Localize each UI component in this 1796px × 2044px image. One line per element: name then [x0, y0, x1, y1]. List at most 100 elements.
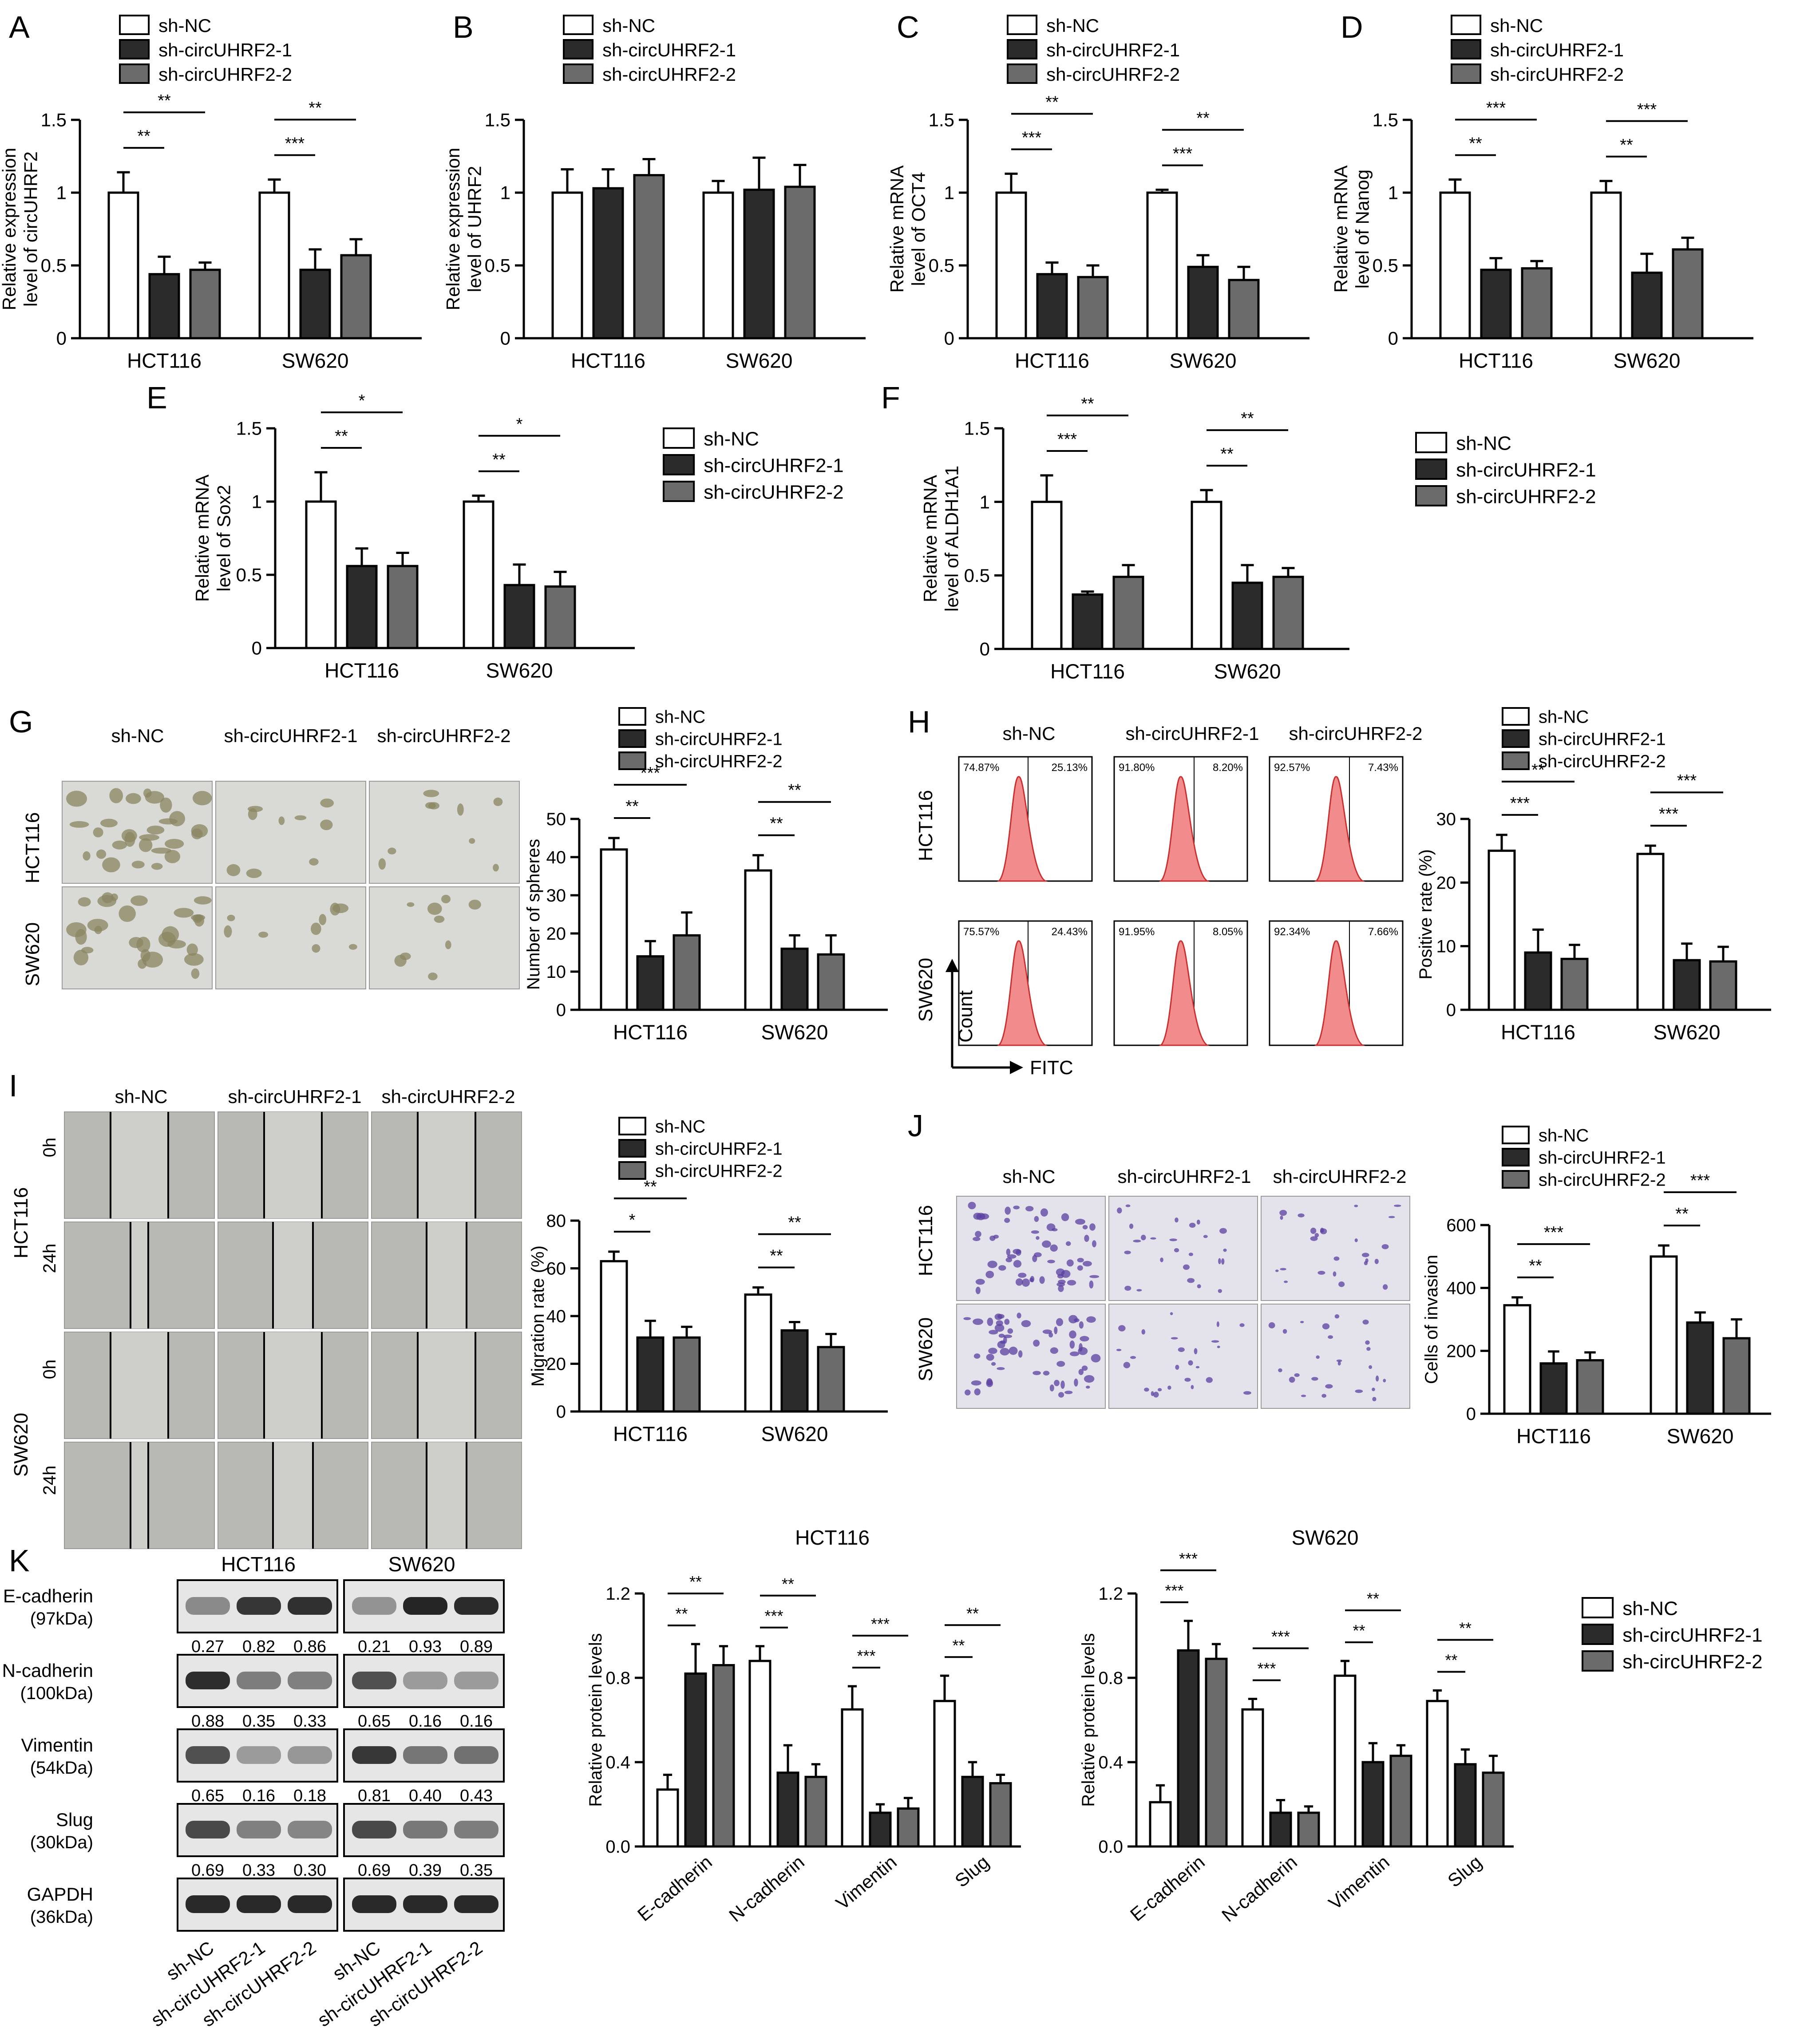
wb-band [186, 1821, 230, 1838]
cell-blob [1151, 1391, 1154, 1396]
sig-label: * [629, 1211, 636, 1230]
cell-blob [1004, 1218, 1010, 1223]
cell-blob [1369, 1365, 1373, 1369]
wb-band [186, 1672, 230, 1689]
western-blot: E-cadherin (97kDa) 0.27 0.82 0.86 0.21 0.93 0.8… [2, 1579, 505, 1932]
x-tick-label: Vimentin [1325, 1851, 1393, 1914]
cell-blob [987, 1317, 993, 1326]
cell-blob [441, 894, 451, 904]
cell-blob [1092, 1240, 1096, 1248]
y-tick-label: 0 [556, 1000, 566, 1020]
bar-sh-NC-SW620 [1636, 853, 1665, 1011]
quadrant-right: 24.43% [1052, 926, 1088, 938]
cell-blob [1278, 1368, 1282, 1372]
wb-band-value: 0.89 [460, 1637, 493, 1656]
wb-band [454, 1895, 498, 1913]
bar-sh-circUHRF2-1-HCT116 [1539, 1362, 1568, 1415]
wb-band-value: 0.82 [242, 1637, 275, 1656]
cell-blob [258, 931, 269, 938]
cell-blob [110, 894, 118, 901]
cell-blob [1129, 1223, 1134, 1229]
wb-protein-name: Vimentin [21, 1735, 93, 1755]
cell-blob [1310, 1227, 1317, 1234]
y-tick-label: 1.5 [964, 418, 990, 439]
wb-band-value: 0.35 [242, 1712, 275, 1731]
cell-blob [1184, 1378, 1191, 1382]
bar-sh-NC-SW620 [1191, 501, 1222, 650]
y-axis-title: Positive rate (%) [1416, 849, 1436, 979]
legend-label-3: sh-circUHRF2-2 [1490, 64, 1624, 85]
image-cell [369, 886, 520, 989]
j-row-label: SW620 [915, 1317, 937, 1381]
y-tick-label: 80 [546, 1211, 566, 1231]
cell-blob [69, 821, 89, 828]
cell-blob [963, 1317, 971, 1320]
cell-blob [1015, 1278, 1023, 1286]
cell-blob [1086, 1316, 1096, 1323]
h-row-label: SW620 [915, 958, 937, 1022]
panel-letter-E: E [146, 380, 167, 415]
wb-band [237, 1672, 281, 1689]
cell-blob [1203, 1235, 1208, 1238]
bar-sh-NC-SW620 [744, 869, 772, 1011]
cell-blob [1171, 1337, 1178, 1340]
quadrant-left: 92.57% [1274, 762, 1310, 774]
y-axis-title: level of Nanog [1352, 170, 1373, 289]
cell-blob [1194, 1348, 1198, 1355]
cell-blob [1268, 1322, 1275, 1328]
legend-swatch-2 [1502, 1148, 1530, 1166]
cell-blob [973, 1353, 981, 1359]
wb-band [352, 1597, 396, 1615]
y-axis-title: Relative protein levels [1079, 1633, 1098, 1807]
cell-blob [309, 858, 319, 866]
sig-label: *** [1173, 144, 1193, 163]
panel-letter-F: F [881, 380, 900, 415]
y-tick-label: 0 [252, 638, 262, 659]
bar-sh-circUHRF2-2-SW620 [1228, 279, 1260, 340]
cell-blob [1068, 1315, 1078, 1324]
y-tick-label: 0 [1466, 1404, 1476, 1424]
x-tick-label: SW620 [1667, 1425, 1734, 1448]
y-tick-label: 1.2 [1098, 1584, 1123, 1604]
y-tick-label: 0.5 [485, 255, 510, 276]
wb-band [237, 1597, 281, 1615]
cell-blob [1061, 1270, 1071, 1278]
sig-label: ** [952, 1636, 965, 1654]
sig-label: ** [675, 1605, 688, 1623]
cell-blob [493, 864, 499, 872]
cell-blob [1275, 1269, 1279, 1272]
bar-sh-NC-SW620 [1590, 191, 1622, 340]
legend-swatch-3 [119, 63, 150, 84]
cell-blob [1130, 1356, 1136, 1359]
legend-label-2: sh-circUHRF2-1 [655, 1139, 783, 1158]
cell-blob [975, 1231, 981, 1237]
cell-blob [164, 850, 181, 863]
x-tick-label: HCT116 [1459, 349, 1533, 372]
bar-sh-circUHRF2-1-HCT116 [1480, 269, 1512, 340]
legend-label-2: sh-circUHRF2-1 [602, 40, 736, 60]
cell-blob [1124, 1250, 1131, 1254]
bar-sh-circUHRF2-1-Slug [1454, 1763, 1477, 1848]
cell-blob [1052, 1228, 1058, 1232]
image-cell [215, 781, 366, 884]
y-tick-label: 40 [546, 848, 566, 867]
h-col-label: sh-NC [1002, 723, 1055, 744]
wb-band-value: 0.35 [460, 1861, 493, 1880]
cell-blob [1083, 1261, 1092, 1267]
y-tick-label: 0.0 [1098, 1837, 1123, 1857]
cell-blob [986, 1354, 994, 1361]
cell-blob [151, 863, 163, 870]
cell-blob [1336, 1359, 1342, 1362]
sig-label: *** [1677, 771, 1697, 790]
wb-band [237, 1746, 281, 1764]
sig-label: ** [788, 781, 801, 800]
cell-blob [493, 797, 503, 807]
histogram-peak [1314, 776, 1365, 882]
cell-blob [1311, 1377, 1318, 1381]
cell-blob [1066, 1259, 1074, 1267]
cell-blob [348, 944, 357, 950]
bar-sh-circUHRF2-1-SW620 [780, 947, 809, 1011]
wb-band-value: 0.21 [358, 1637, 391, 1656]
cell-blob [1043, 1371, 1050, 1376]
